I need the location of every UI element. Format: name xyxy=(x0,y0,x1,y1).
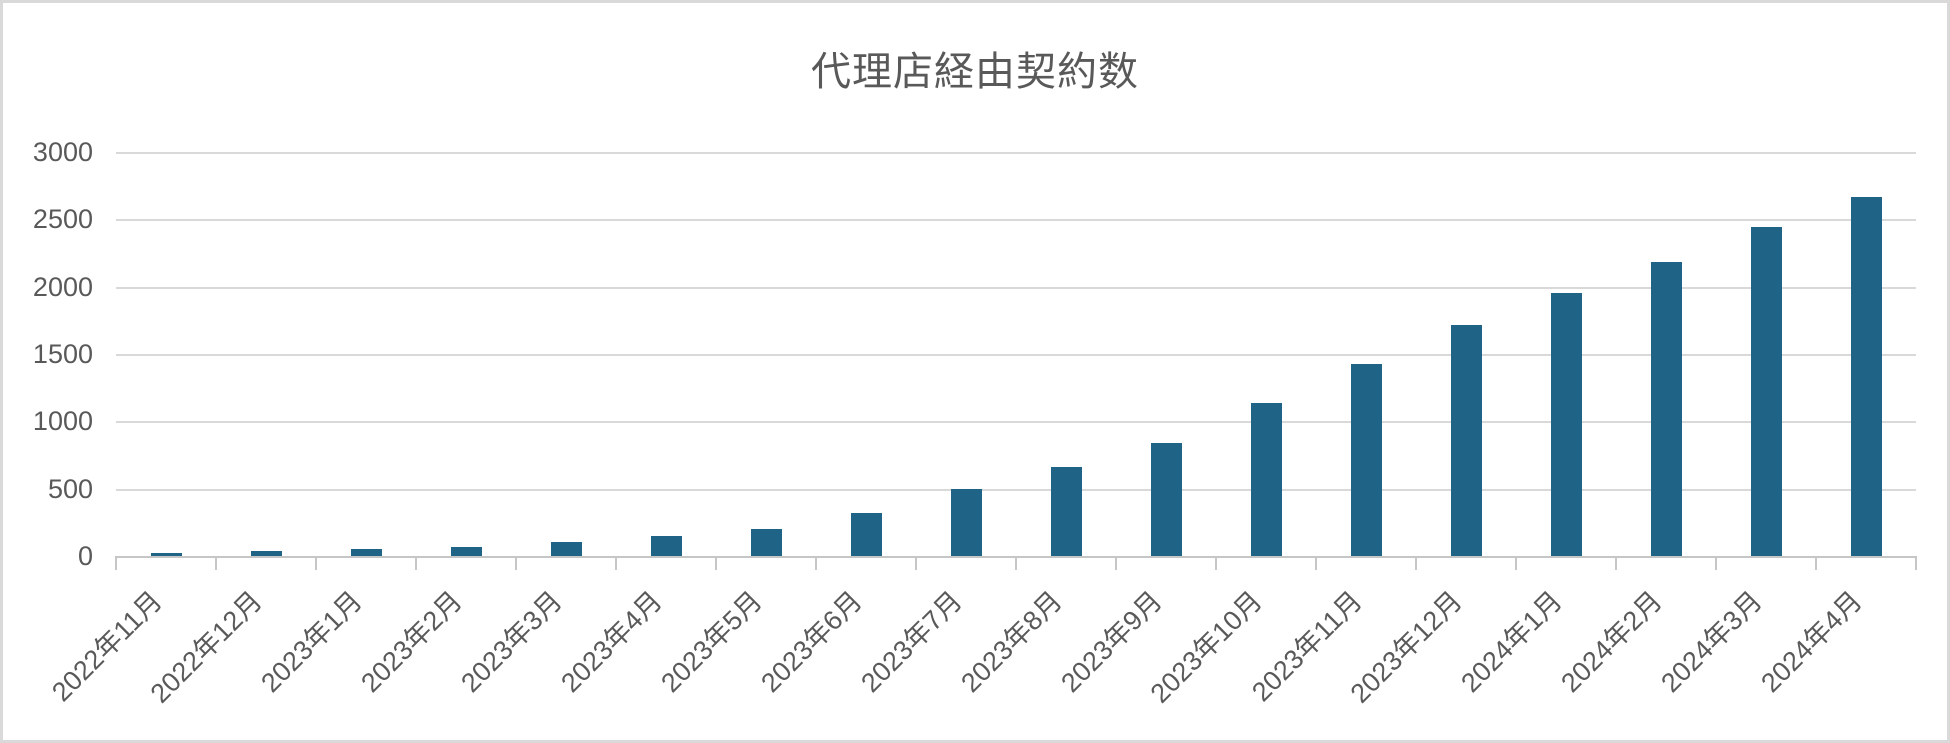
x-axis-tick xyxy=(715,556,717,570)
y-axis-tick-label: 1000 xyxy=(32,406,93,437)
bar xyxy=(1350,364,1382,557)
x-axis-tick xyxy=(815,556,817,570)
bar xyxy=(750,528,782,557)
gridline xyxy=(116,421,1916,424)
x-axis-tick xyxy=(1715,556,1717,570)
plot-area xyxy=(116,152,1916,557)
bar xyxy=(550,542,582,557)
x-axis-tick xyxy=(1815,556,1817,570)
x-axis-tick xyxy=(1215,556,1217,570)
x-axis-tick xyxy=(515,556,517,570)
bar xyxy=(850,512,882,557)
bar xyxy=(150,552,182,557)
y-axis-tick-label: 500 xyxy=(47,473,93,504)
x-axis-tick xyxy=(215,556,217,570)
gridline xyxy=(116,354,1916,356)
x-axis-tick xyxy=(1515,556,1517,570)
x-axis-tick xyxy=(415,556,417,570)
bar xyxy=(950,489,982,557)
bar xyxy=(1150,442,1182,557)
bar xyxy=(650,536,682,557)
x-axis-tick xyxy=(1015,556,1017,570)
bar xyxy=(450,546,482,557)
y-axis-tick-label: 2000 xyxy=(32,271,93,302)
x-axis-tick xyxy=(1315,556,1317,570)
bar xyxy=(250,550,282,557)
x-axis-tick xyxy=(1915,556,1917,570)
y-axis-tick-label: 0 xyxy=(77,541,93,571)
x-axis-tick xyxy=(315,556,317,570)
bar xyxy=(1650,262,1682,557)
x-axis-tick xyxy=(1415,556,1417,570)
bar xyxy=(1750,227,1782,557)
bar xyxy=(1850,197,1882,557)
bar xyxy=(1550,293,1582,557)
y-axis-tick-label: 2500 xyxy=(32,204,93,235)
gridline xyxy=(116,152,1916,154)
x-axis-tick xyxy=(1115,556,1117,570)
gridline xyxy=(116,286,1916,289)
x-axis-tick xyxy=(615,556,617,570)
bar xyxy=(1450,325,1482,557)
bar xyxy=(1050,466,1082,557)
x-axis-tick xyxy=(1615,556,1617,570)
x-axis-tick xyxy=(915,556,917,570)
gridline xyxy=(116,488,1916,491)
gridline xyxy=(116,219,1916,222)
bar xyxy=(350,548,382,557)
bar xyxy=(1250,403,1282,557)
x-axis-tick xyxy=(115,556,117,570)
y-axis-tick-label: 1500 xyxy=(32,339,93,369)
y-axis-tick-label: 3000 xyxy=(32,137,93,167)
chart-title: 代理店経由契約数 xyxy=(811,50,1139,94)
